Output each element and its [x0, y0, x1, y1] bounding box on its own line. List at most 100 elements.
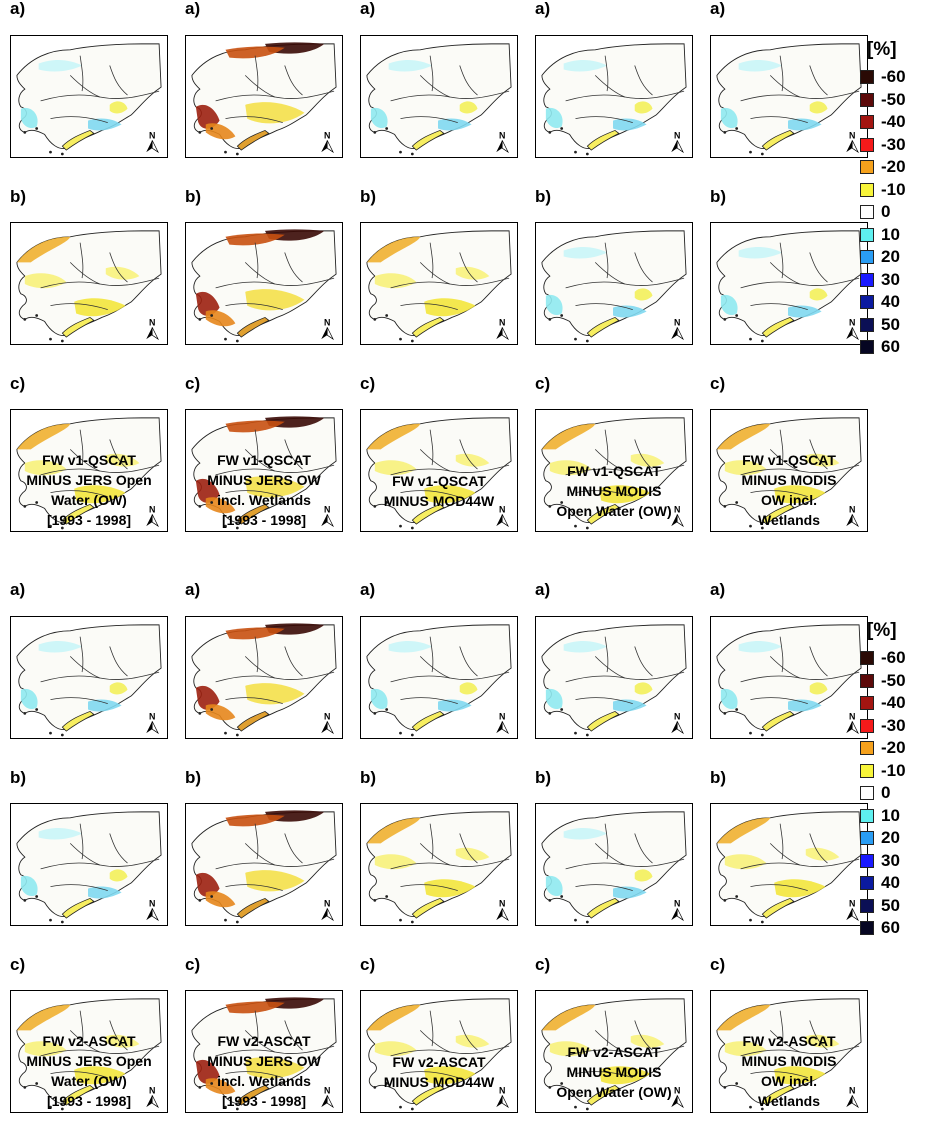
- island-dot: [574, 1105, 577, 1109]
- river-line: [634, 646, 653, 677]
- anomaly-patch: [366, 423, 421, 450]
- anomaly-patch: [720, 107, 738, 129]
- anomaly-patch: [613, 699, 647, 712]
- anomaly-patch: [720, 688, 738, 710]
- north-arrow-icon: [671, 327, 678, 340]
- anomaly-patch: [455, 847, 490, 861]
- river-line: [769, 656, 801, 679]
- island-dot: [210, 1082, 214, 1085]
- caption-line: MINUS MOD44W: [383, 493, 495, 509]
- legend-label: 0: [881, 202, 891, 222]
- legend-swatch: [860, 763, 874, 778]
- river-line: [109, 439, 128, 470]
- anomaly-patch: [809, 288, 828, 301]
- island-dot: [560, 501, 564, 504]
- island-dot: [60, 920, 64, 924]
- peninsula-shape: [586, 897, 620, 919]
- column-caption: FW v2-ASCAT MINUS JERS Open Water (OW) [199…: [3, 1031, 175, 1111]
- island-dot: [35, 708, 39, 711]
- caption-line: MINUS MODIS: [566, 483, 662, 499]
- caption-line: OW incl.: [761, 1073, 817, 1089]
- legend-label: 40: [881, 873, 900, 893]
- anomaly-patch: [264, 229, 325, 241]
- island-dot: [198, 131, 202, 134]
- anomaly-patch: [88, 118, 122, 131]
- alaska-map-panel: N: [185, 990, 343, 1113]
- river-line: [575, 697, 633, 704]
- north-arrow-icon: [676, 721, 685, 735]
- alaska-map-panel: N: [10, 222, 168, 345]
- island-dot: [23, 899, 27, 902]
- river-line: [50, 303, 108, 310]
- north-label: N: [324, 504, 330, 514]
- river-line: [594, 656, 626, 679]
- caption-line: Open Water (OW): [556, 1084, 672, 1100]
- island-dot: [385, 895, 389, 898]
- legend-item: 50: [857, 314, 941, 337]
- north-label: N: [849, 130, 855, 140]
- river-line: [750, 884, 808, 891]
- legend-item: -30: [857, 134, 941, 157]
- anomaly-patch: [459, 682, 478, 695]
- caption-line: MINUS MODIS: [741, 472, 837, 488]
- north-arrow-icon: [151, 327, 160, 341]
- anomaly-patch: [205, 1078, 236, 1095]
- legend-swatch: [860, 786, 874, 801]
- river-line: [779, 242, 784, 279]
- caption-line: [1993 - 1998]: [46, 512, 132, 528]
- column-caption: FW v2-ASCAT MINUS JERS OW incl. Wetlands [1…: [178, 1031, 350, 1111]
- panel-label: a): [10, 580, 26, 599]
- river-line: [284, 439, 303, 470]
- north-arrow-icon: [146, 721, 153, 734]
- north-arrow-icon: [671, 721, 678, 734]
- anomaly-patch: [16, 423, 71, 450]
- island-dot: [560, 895, 564, 898]
- anomaly-patch: [738, 59, 783, 72]
- north-arrow-icon: [151, 1095, 160, 1109]
- panel-label: b): [10, 768, 27, 787]
- caption-line: MINUS JERS Open: [26, 472, 152, 488]
- river-line: [69, 843, 101, 866]
- north-arrow-icon: [671, 140, 678, 153]
- legend-swatch: [860, 808, 874, 823]
- anomaly-patch: [205, 497, 236, 514]
- legend-item: -50: [857, 89, 941, 112]
- island-dot: [410, 339, 414, 343]
- island-dot: [385, 127, 389, 130]
- caption-line: FW v1-QSCAT: [42, 452, 136, 468]
- north-label: N: [499, 317, 505, 327]
- north-arrow-icon: [321, 721, 328, 734]
- caption-line: incl. Wetlands: [217, 492, 311, 508]
- land-outline: [366, 998, 512, 1104]
- river-line: [225, 303, 283, 310]
- anomaly-patch: [809, 682, 828, 695]
- caption-line: [1993 - 1998]: [221, 1093, 307, 1109]
- north-label: N: [849, 317, 855, 327]
- legend-label: 40: [881, 292, 900, 312]
- land-outline: [541, 998, 687, 1104]
- alaska-map-panel: N: [10, 409, 168, 532]
- river-line: [634, 65, 653, 96]
- anomaly-patch: [38, 59, 83, 72]
- river-line: [575, 116, 633, 123]
- anomaly-patch: [366, 817, 421, 844]
- north-label: N: [674, 130, 680, 140]
- panel-label: a): [185, 0, 201, 18]
- legend-item: -10: [857, 179, 941, 202]
- alaska-map-panel: N: [10, 990, 168, 1113]
- island-dot: [210, 895, 214, 898]
- north-label: N: [324, 317, 330, 327]
- legend-label: 60: [881, 337, 900, 357]
- caption-line: FW v2-ASCAT: [217, 1033, 311, 1049]
- island-dot: [235, 920, 239, 924]
- river-line: [50, 116, 108, 123]
- river-line: [604, 429, 609, 466]
- anomaly-patch: [805, 453, 840, 467]
- north-arrow-icon: [321, 327, 328, 340]
- north-arrow-icon: [501, 327, 510, 341]
- river-line: [634, 1020, 653, 1051]
- river-line: [459, 833, 478, 864]
- river-line: [244, 449, 276, 472]
- island-dot: [585, 339, 589, 343]
- legend-item: 0: [857, 201, 941, 224]
